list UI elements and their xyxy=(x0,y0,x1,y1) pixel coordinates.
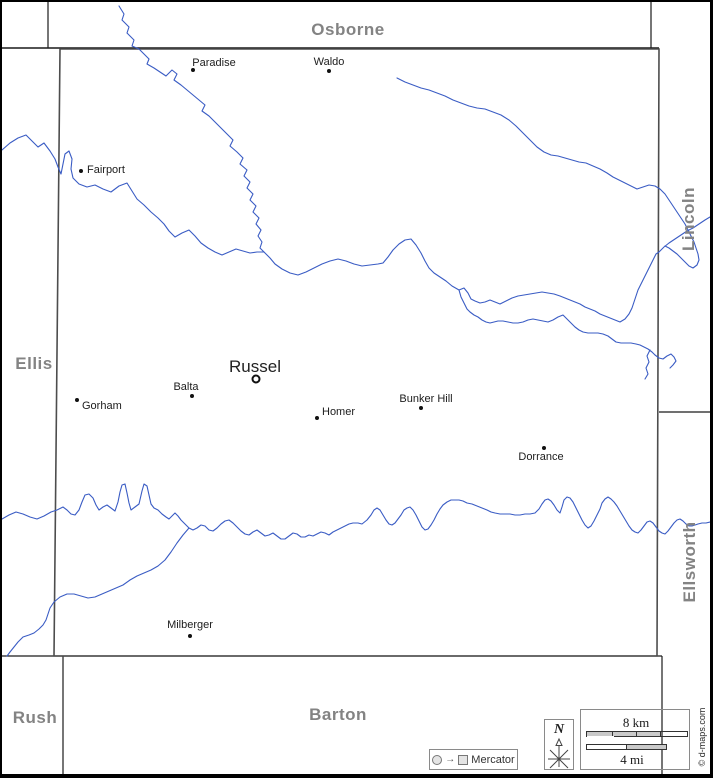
town-label: Waldo xyxy=(313,56,345,68)
town-label: Dorrance xyxy=(518,451,564,463)
arrow-right-icon: → xyxy=(445,753,456,765)
north-label: N xyxy=(553,722,565,737)
scale-mi-bar xyxy=(586,744,667,750)
town-dot xyxy=(315,416,319,420)
river-southwest-tributary xyxy=(6,527,190,657)
town-label: Paradise xyxy=(192,57,236,69)
town-label: Homer xyxy=(322,406,356,418)
town-marker-russel xyxy=(251,374,261,384)
scale-tick xyxy=(660,732,661,736)
scale-segment xyxy=(587,745,626,749)
town-label-russel: Russel xyxy=(229,357,281,376)
county-label-barton: Barton xyxy=(309,705,367,724)
scale-km-label: 8 km xyxy=(622,715,650,730)
river-smoky-hill xyxy=(2,483,710,540)
town-label: Gorham xyxy=(82,400,122,412)
projection-box: → Mercator xyxy=(429,749,518,770)
compass-icon xyxy=(548,737,570,769)
county-label-rush: Rush xyxy=(12,708,58,727)
river-fairport-creek xyxy=(2,134,265,256)
scale-segment xyxy=(637,732,660,736)
county-label-ellis: Ellis xyxy=(15,354,53,373)
scale-segment xyxy=(627,745,666,749)
town-dot xyxy=(542,446,546,450)
river-saline-branch xyxy=(644,349,651,380)
town-dot xyxy=(191,68,195,72)
town-dot xyxy=(327,69,331,73)
town-label: Balta xyxy=(173,381,199,393)
town-label: Fairport xyxy=(87,164,125,176)
county-label-ellsworth: Ellsworth xyxy=(680,521,699,603)
russell-county-border xyxy=(53,48,660,657)
scale-tick xyxy=(626,745,627,749)
scale-km-bar xyxy=(586,731,688,740)
town-label: Milberger xyxy=(167,619,213,631)
north-arrow-box: N xyxy=(544,719,574,770)
town-dot xyxy=(190,394,194,398)
projection-square-icon xyxy=(458,754,469,765)
scale-segment xyxy=(587,732,612,736)
scale-segment xyxy=(613,732,636,736)
globe-circle-icon xyxy=(432,754,443,765)
river-lincoln-creek xyxy=(396,77,700,269)
town-dot xyxy=(79,169,83,173)
scale-mi-label: 4 mi xyxy=(620,752,644,767)
scale-bar-box xyxy=(580,709,690,770)
scale-tick xyxy=(612,732,613,736)
scale-tick xyxy=(636,732,637,736)
town-dot xyxy=(188,634,192,638)
scale-segment xyxy=(587,736,614,740)
town-label: Bunker Hill xyxy=(399,393,453,405)
county-label-osborne: Osborne xyxy=(311,20,385,39)
river-saline-south-shore xyxy=(458,289,677,369)
projection-label: Mercator xyxy=(471,753,515,766)
river-saline-north-shore xyxy=(263,216,710,323)
town-dot xyxy=(419,406,423,410)
river-paradise-creek xyxy=(118,5,265,253)
town-dot xyxy=(75,398,79,402)
copyright-text: © d-maps.com xyxy=(697,707,707,767)
county-label-lincoln: Lincoln xyxy=(679,187,698,251)
